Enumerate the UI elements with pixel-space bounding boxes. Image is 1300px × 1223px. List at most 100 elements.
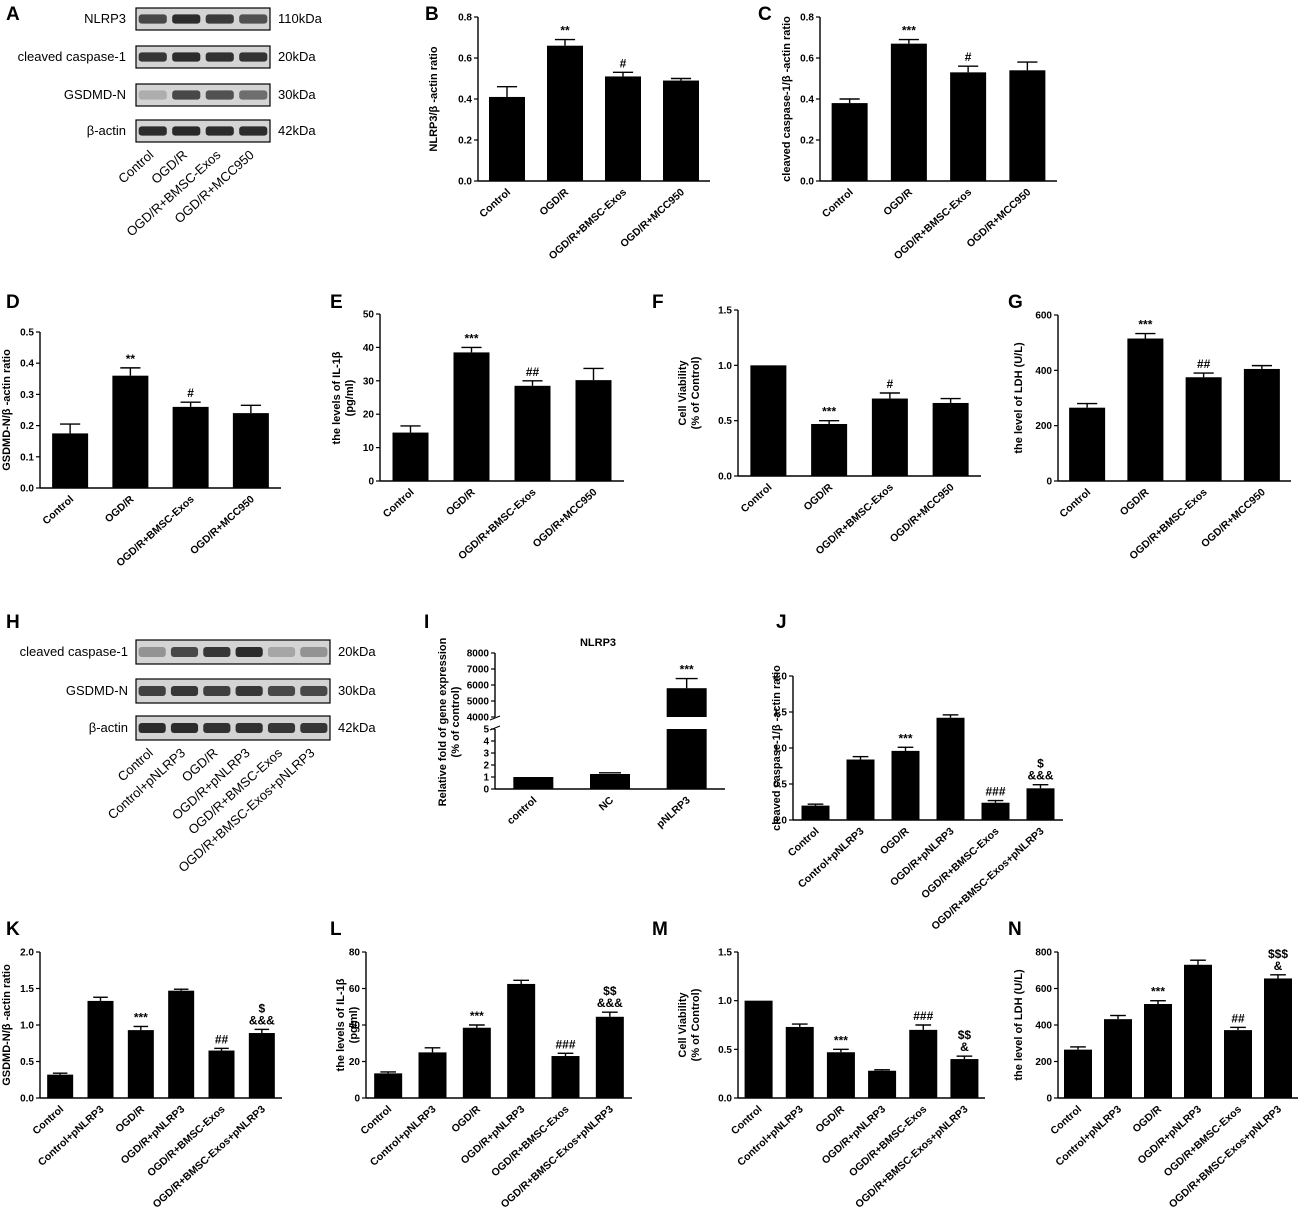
protein-band [203,685,231,697]
bar-3 [1243,368,1280,481]
bar-0 [1069,407,1106,481]
protein-band [239,52,268,62]
bar-0 [374,1073,403,1098]
protein-band [300,722,328,734]
bar-3 [507,983,536,1098]
western-blot-A: NLRP3 110kDa cleaved caspase-1 20kDa GSDMD-N… [18,7,323,239]
protein-band [205,52,234,62]
bar-4 [909,1029,938,1098]
protein-band [300,646,328,658]
y-tick-label: 5 [483,725,489,736]
y-tick-label: 0.0 [800,177,814,188]
blot-kda-label: 42kDa [338,720,376,735]
bar-2 [1144,1004,1172,1098]
y-axis-label-line: the levels of IL-1β [331,351,343,444]
y-tick-label: 1.5 [718,948,732,959]
category-label: OGD/R [1118,486,1152,518]
panel-letter-A: A [6,4,20,25]
y-tick-label: 4 [483,737,489,748]
chart-L: 0 20 40 60 80 the levels of IL-1β(pg/ml) Contr… [335,948,632,1211]
significance-mark: # [965,50,972,64]
panel-letter-D: D [6,292,20,313]
bar-1 [811,423,848,476]
y-tick-label: 1.0 [718,996,732,1007]
protein-band [203,722,231,734]
y-tick-label: 0 [1046,1094,1052,1105]
bar-4 [1224,1030,1252,1098]
category-label: OGD/R [878,825,912,857]
bar-2 [871,398,908,476]
y-tick-label: 0.2 [458,136,472,147]
y-tick-label: 0.0 [20,1094,34,1105]
y-axis-label-unit: (pg/ml) [348,1006,360,1043]
bar-3 [168,990,195,1098]
y-tick-label: 600 [1035,984,1052,995]
significance-mark: $ [1037,757,1044,771]
y-tick-label: 2 [483,761,489,772]
bar-3 [232,413,269,488]
bar-0 [744,1000,773,1098]
y-tick-label: 0.1 [20,452,34,463]
significance-mark: *** [470,1009,484,1023]
category-label: Control [30,1103,66,1137]
blot-kda-label: 20kDa [338,644,376,659]
protein-band [138,90,167,100]
y-tick-label: 200 [1035,1057,1052,1068]
y-tick-label: 1.0 [718,361,732,372]
bar-3 [1009,70,1046,181]
y-axis-label-line: the levels of IL-1β [335,978,347,1071]
category-label: OGD/R+BMSC-Exos [1162,1103,1245,1179]
category-label: OGD/R+BMSC-Exos [145,1103,228,1179]
panel-letter-E: E [330,292,343,313]
category-label: OGD/R+BMSC-Exos [847,1103,930,1179]
significance-mark: # [620,56,627,70]
y-tick-label: 20 [349,1057,361,1068]
protein-band [170,685,199,697]
blot-kda-label: 30kDa [278,87,316,102]
y-axis-label-line: Cell Viability [677,360,689,426]
western-blot-H: cleaved caspase-1 20kDa GSDMD-N 30kDa β-acti… [20,639,376,875]
category-label: OGD/R+BMSC-Exos [489,1103,572,1179]
significance-mark: ** [560,24,570,38]
category-label: Control [1048,1103,1084,1137]
y-tick-label: 0.0 [20,484,34,495]
y-tick-label: 0.2 [20,421,34,432]
protein-band [235,646,263,658]
bar-5 [1264,978,1292,1098]
panel-letter-J: J [776,612,787,633]
panel-letter-C: C [758,4,772,25]
protein-band [170,646,199,658]
bar-0 [831,103,868,181]
protein-band [138,685,166,697]
category-label: OGD/R [1130,1103,1164,1135]
y-tick-label: 10 [363,443,375,454]
y-tick-label: 30 [363,376,375,387]
category-label: OGD/R+MCC950 [964,186,1033,250]
protein-band [205,90,234,100]
bar-3 [936,717,965,820]
bar-0 [489,96,525,181]
bar-5 [248,1033,275,1098]
blot-strip [135,83,271,107]
chart-B: 0.0 0.2 0.4 0.6 0.8 NLRP3/β -actin ratio Contr… [428,13,710,262]
bar-2 [891,750,920,820]
category-label: Control [820,186,856,220]
bar-4 [551,1056,580,1098]
y-tick-label: 20 [363,410,375,421]
blot-row-label: cleaved caspase-1 [18,49,126,64]
bar-2-lower [666,729,707,789]
bar-1 [590,774,630,789]
chart-D: 0.0 0.1 0.2 0.3 0.4 0.5 GSDMD-N/β -actin ratio… [1,328,281,569]
blot-kda-label: 110kDa [278,11,323,26]
significance-mark: *** [898,731,912,745]
protein-band [172,14,201,24]
blot-strip [135,639,331,665]
category-label: OGD/R+BMSC-Exos [919,825,1002,901]
protein-band [138,52,167,62]
significance-mark: *** [834,1033,848,1047]
chart-K: 0.0 0.5 1.0 1.5 2.0 GSDMD-N/β -actin ratio Con… [1,948,282,1211]
chart-G: 0 200 400 600 the level of LDH (U/L) Control *… [1013,311,1291,562]
protein-band [267,685,296,697]
y-tick-label: 1.0 [20,1021,34,1032]
